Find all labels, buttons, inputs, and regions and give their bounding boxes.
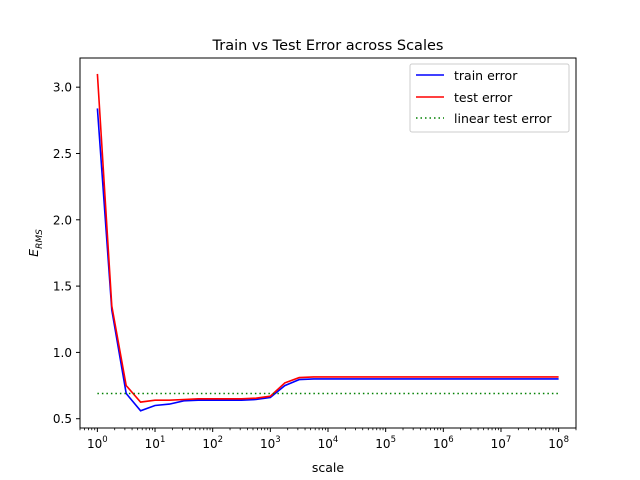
x-tick-label-exponent: 2: [218, 435, 223, 445]
x-axis-ticks: 100 101 102 103 104 105 106 107 108: [79, 428, 577, 451]
x-tick-label: 102: [202, 435, 223, 451]
legend: train error test error linear test error: [409, 63, 570, 133]
x-tick-label-exponent: 3: [275, 435, 280, 445]
x-tick-label: 101: [145, 435, 166, 451]
y-tick-label: 1.5: [53, 280, 72, 294]
x-tick-label-base: 10: [491, 437, 506, 451]
svg-text:ERMS: ERMS: [26, 229, 45, 257]
x-tick-label-exponent: 4: [333, 435, 338, 445]
x-tick-label: 104: [318, 435, 339, 451]
x-tick-label-base: 10: [145, 437, 160, 451]
y-tick-label: 2.5: [53, 147, 72, 161]
x-tick-label: 108: [548, 435, 569, 451]
y-tick-label: 2.0: [53, 213, 72, 227]
legend-label-test-error: test error: [454, 90, 513, 105]
y-tick-label: 1.0: [53, 346, 72, 360]
y-tick-label: 0.5: [53, 412, 72, 426]
x-tick-label-base: 10: [260, 437, 275, 451]
x-tick-label-exponent: 8: [564, 435, 569, 445]
legend-label-train-error: train error: [454, 68, 518, 83]
series-line-train-error: [96, 108, 559, 412]
x-axis-label: scale: [312, 460, 345, 475]
series-layer: [96, 73, 559, 412]
y-axis-ticks: 0.5 1.0 1.5 2.0 2.5 3.0: [53, 81, 80, 426]
chart-title: Train vs Test Error across Scales: [212, 38, 444, 54]
y-tick-label: 3.0: [53, 81, 72, 95]
x-tick-label: 107: [491, 435, 512, 451]
y-axis-label-subscript: RMS: [35, 229, 45, 249]
plot-area-frame: [79, 57, 577, 429]
y-axis-label: ERMS: [26, 229, 45, 257]
legend-label-linear-test-error: linear test error: [454, 111, 552, 126]
x-tick-label: 106: [433, 435, 454, 451]
x-tick-label-exponent: 6: [448, 435, 453, 445]
x-tick-label-base: 10: [318, 437, 333, 451]
x-tick-label: 103: [260, 435, 281, 451]
x-tick-label-base: 10: [87, 437, 102, 451]
x-tick-label-base: 10: [375, 437, 390, 451]
y-axis-label-main: E: [26, 249, 41, 257]
x-tick-label-exponent: 1: [160, 435, 165, 445]
legend-box: [409, 63, 570, 133]
x-tick-label-base: 10: [433, 437, 448, 451]
series-line-test-error: [96, 73, 559, 403]
x-tick-label-exponent: 7: [506, 435, 511, 445]
x-tick-label-base: 10: [548, 437, 563, 451]
x-tick-label-exponent: 0: [102, 435, 107, 445]
x-tick-label: 105: [375, 435, 396, 451]
x-tick-label-exponent: 5: [391, 435, 396, 445]
x-tick-label: 100: [87, 435, 108, 451]
x-tick-label-base: 10: [202, 437, 217, 451]
